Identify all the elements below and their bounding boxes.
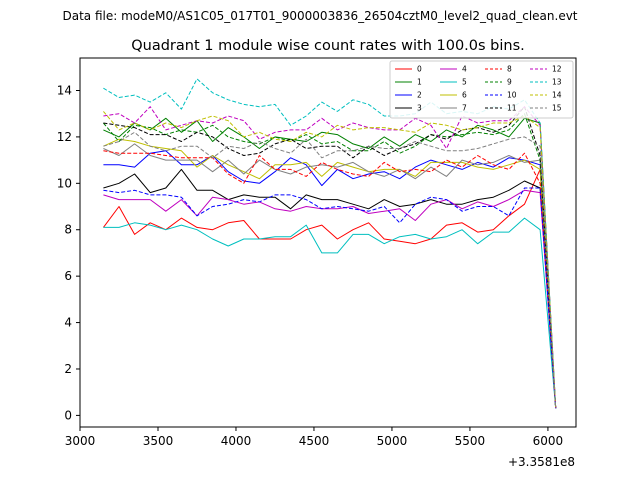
chart-title: Quadrant 1 module wise count rates with … <box>131 38 525 54</box>
y-tick-label: 2 <box>64 362 72 376</box>
legend-label-8: 8 <box>507 65 512 74</box>
y-tick-label: 10 <box>57 176 72 190</box>
series-line-11 <box>103 106 557 409</box>
x-tick-label: 5000 <box>377 434 408 448</box>
series-line-2 <box>103 150 557 409</box>
legend-label-14: 14 <box>552 91 562 100</box>
legend-label-13: 13 <box>552 78 562 87</box>
y-tick-label: 6 <box>64 269 72 283</box>
x-axis: 3000 3500 4000 4500 5000 5500 6000 <box>65 427 563 448</box>
x-tick-label: 4500 <box>299 434 330 448</box>
series-line-4 <box>103 189 557 409</box>
y-axis: 0 2 4 6 8 10 12 14 <box>57 83 80 422</box>
y-tick-label: 4 <box>64 316 72 330</box>
series-line-15 <box>103 131 557 409</box>
plot-lines <box>102 78 557 409</box>
y-tick-label: 8 <box>64 223 72 237</box>
series-line-9 <box>103 113 557 409</box>
legend-label-2: 2 <box>417 91 422 100</box>
series-line-3 <box>103 168 557 409</box>
series-line-13 <box>103 78 557 409</box>
series-line-14 <box>103 111 557 409</box>
legend-label-0: 0 <box>417 65 422 74</box>
legend-label-9: 9 <box>507 78 512 87</box>
series-line-8 <box>103 150 557 409</box>
legend-label-4: 4 <box>462 65 467 74</box>
legend-label-10: 10 <box>507 91 517 100</box>
axes-frame <box>79 57 577 428</box>
legend-label-5: 5 <box>462 78 467 87</box>
series-line-6 <box>103 138 557 409</box>
x-tick-label: 6000 <box>533 434 564 448</box>
legend-label-1: 1 <box>417 78 422 87</box>
x-tick-label: 3500 <box>143 434 174 448</box>
y-tick-label: 12 <box>57 130 72 144</box>
series-line-5 <box>103 217 557 409</box>
series-line-12 <box>103 106 557 409</box>
y-tick-label: 14 <box>57 83 72 97</box>
series-line-0 <box>102 168 557 409</box>
x-tick-label: 3000 <box>65 434 96 448</box>
legend-label-3: 3 <box>417 104 422 113</box>
legend-label-6: 6 <box>462 91 467 100</box>
legend-label-11: 11 <box>507 104 517 113</box>
legend-label-7: 7 <box>462 104 467 113</box>
y-tick-label: 0 <box>64 408 72 422</box>
x-offset-label: +3.3581e8 <box>508 455 575 469</box>
x-tick-label: 5500 <box>455 434 486 448</box>
legend-label-15: 15 <box>552 104 562 113</box>
legend-box <box>389 60 574 119</box>
legend-label-12: 12 <box>552 65 562 74</box>
series-line-1 <box>103 117 557 409</box>
figure-suptitle: Data file: modeM0/AS1C05_017T01_90000038… <box>62 9 577 23</box>
x-tick-label: 4000 <box>221 434 252 448</box>
